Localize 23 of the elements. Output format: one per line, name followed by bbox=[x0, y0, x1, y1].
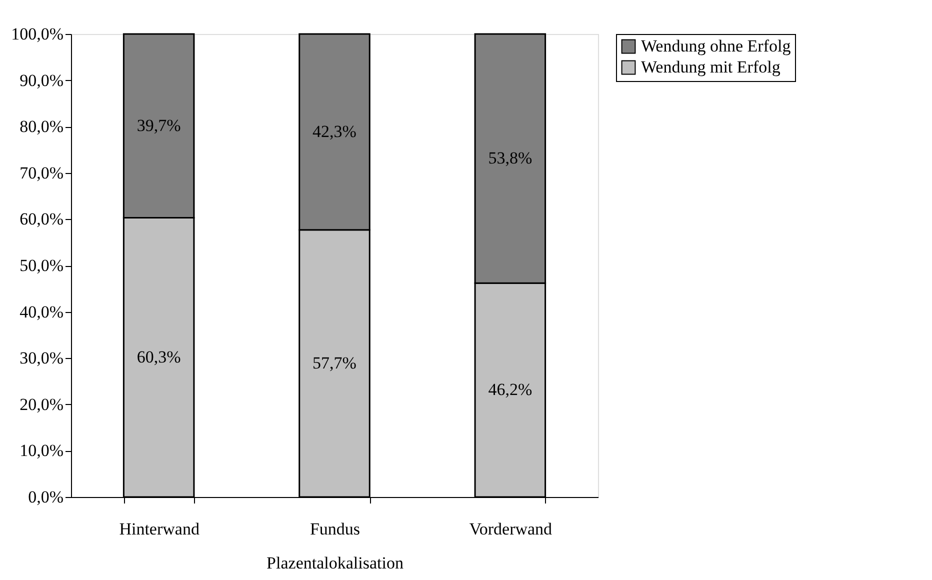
y-tick-label: 20,0% bbox=[20, 394, 64, 414]
data-label: 46,2% bbox=[488, 380, 532, 400]
data-label: 42,3% bbox=[312, 122, 356, 141]
y-tick-label: 100,0% bbox=[11, 24, 64, 44]
y-tick-label: 60,0% bbox=[20, 210, 64, 229]
y-tick-label: 30,0% bbox=[20, 348, 64, 368]
legend-label: Wendung mit Erfolg bbox=[641, 58, 781, 76]
data-label: 57,7% bbox=[312, 353, 356, 372]
x-tick-label: Vorderwand bbox=[469, 520, 553, 538]
y-tick-label: 40,0% bbox=[20, 302, 64, 322]
x-tick-label: Hinterwand bbox=[119, 520, 200, 538]
data-label: 53,8% bbox=[488, 148, 532, 168]
y-tick-label: 0,0% bbox=[28, 488, 64, 506]
data-label: 39,7% bbox=[136, 116, 181, 135]
data-label: 60,3% bbox=[136, 347, 181, 366]
legend-label: Wendung ohne Erfolg bbox=[641, 36, 792, 56]
y-tick-label: 10,0% bbox=[20, 441, 64, 460]
x-axis-title: Plazentalokalisation bbox=[266, 554, 404, 572]
y-tick-label: 70,0% bbox=[20, 163, 64, 182]
y-tick-label: 80,0% bbox=[20, 117, 64, 136]
x-tick-label: Fundus bbox=[310, 520, 360, 538]
y-tick-label: 90,0% bbox=[20, 70, 64, 90]
y-tick-label: 50,0% bbox=[20, 256, 64, 275]
